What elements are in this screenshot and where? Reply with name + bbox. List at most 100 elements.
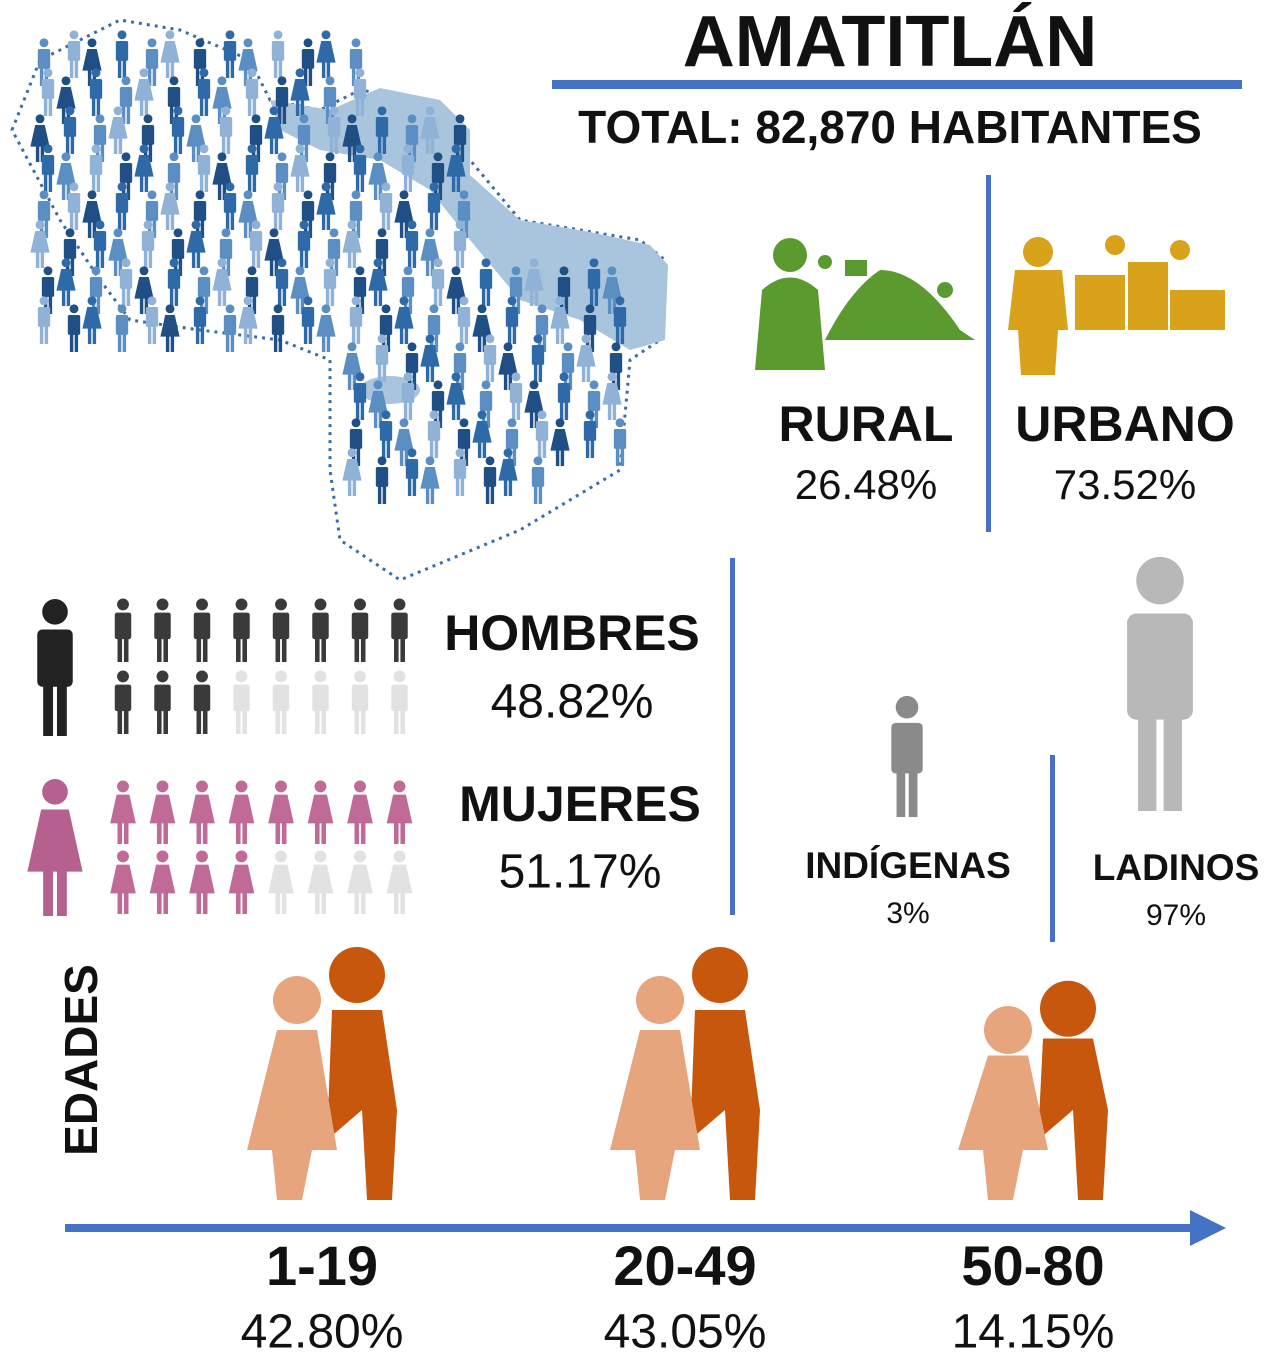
man-icon (275, 152, 289, 200)
head (273, 182, 283, 192)
leg (39, 326, 44, 344)
head (477, 304, 487, 314)
leg (61, 106, 66, 124)
leg (43, 296, 48, 314)
leg (325, 182, 330, 200)
leg (202, 890, 208, 914)
leg (200, 220, 205, 238)
body (160, 314, 180, 337)
head (459, 190, 469, 200)
leg (399, 448, 404, 466)
leg (321, 334, 326, 352)
leg (355, 402, 360, 420)
body (233, 684, 250, 712)
leg (321, 820, 326, 844)
man-icon (427, 182, 441, 230)
leg (304, 250, 309, 268)
head (355, 266, 365, 276)
woman-icon (524, 258, 544, 306)
man-icon (405, 220, 419, 268)
leg (455, 478, 460, 496)
head (173, 106, 183, 116)
head (113, 106, 123, 116)
man-icon (327, 106, 341, 154)
body (958, 1055, 1048, 1200)
woman-icon (550, 296, 570, 344)
woman-icon (342, 448, 362, 496)
head (615, 418, 625, 428)
leg (66, 106, 71, 124)
woman-icon (342, 220, 362, 268)
leg (430, 258, 435, 276)
leg (243, 326, 248, 344)
body (114, 684, 132, 712)
head (169, 152, 179, 162)
leg (299, 250, 304, 268)
leg (222, 182, 227, 200)
leg (533, 486, 538, 504)
leg (455, 144, 460, 162)
leg (303, 326, 308, 344)
body (160, 40, 180, 63)
leg (277, 106, 282, 124)
man-icon (89, 266, 103, 314)
woman-icon (149, 850, 176, 914)
body (268, 864, 294, 894)
leg (564, 402, 569, 420)
body (602, 276, 622, 299)
man-icon (375, 106, 389, 154)
head (425, 456, 435, 466)
body (386, 864, 413, 894)
head (451, 144, 461, 154)
man-icon (457, 296, 471, 344)
leg (242, 820, 247, 844)
body (37, 629, 73, 687)
leg (354, 890, 360, 914)
leg (460, 250, 465, 268)
head (117, 780, 129, 793)
ethnicity-value: 97% (1146, 899, 1206, 932)
woman-icon (108, 228, 128, 276)
woman-icon (56, 76, 76, 124)
body (457, 428, 471, 449)
leg (585, 334, 590, 352)
head (117, 30, 127, 40)
leg (321, 60, 326, 78)
woman-icon (602, 372, 622, 420)
leg (300, 296, 305, 314)
leg (433, 288, 438, 306)
leg (347, 372, 352, 390)
leg (352, 250, 357, 268)
man-icon (249, 114, 263, 162)
body (349, 200, 363, 221)
leg (247, 98, 252, 116)
body (110, 794, 136, 824)
head (503, 448, 513, 458)
leg (65, 136, 70, 154)
man-icon (245, 144, 259, 192)
head (507, 418, 517, 428)
leg (425, 136, 430, 154)
leg (315, 890, 320, 914)
man-icon (67, 30, 81, 78)
head (173, 228, 183, 238)
sex-value: 51.17% (499, 846, 662, 899)
leg (117, 334, 122, 352)
body (301, 48, 315, 69)
leg (40, 144, 45, 162)
head (251, 220, 261, 230)
leg (299, 144, 304, 162)
leg (412, 372, 417, 390)
divider (986, 175, 991, 532)
woman-icon (316, 182, 336, 230)
leg (354, 710, 360, 734)
leg (460, 144, 465, 162)
leg (347, 144, 352, 162)
head (303, 296, 313, 306)
head (537, 304, 547, 314)
leg (325, 288, 330, 306)
age-range: 1-19 (266, 1234, 378, 1297)
leg (590, 440, 595, 458)
leg (382, 258, 387, 276)
head (61, 76, 71, 86)
